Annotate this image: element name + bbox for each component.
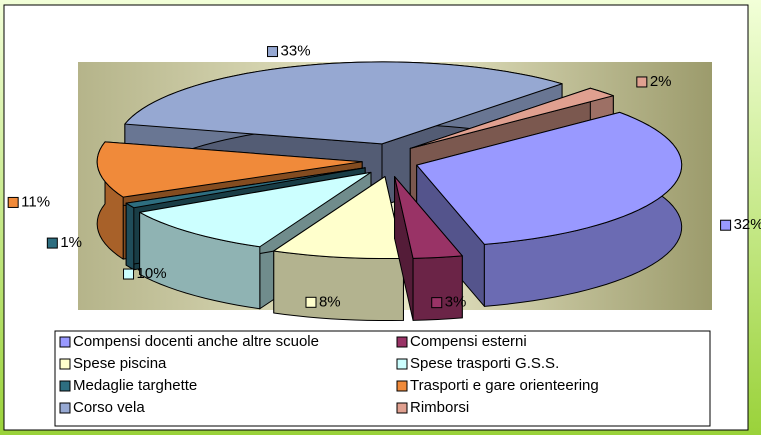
slice (416, 111, 683, 245)
data-label: 11% (7, 193, 50, 210)
legend-items: Compensi docenti anche altre scuole Compe… (59, 333, 599, 416)
legend-key (59, 336, 71, 348)
data-label: 3% (431, 294, 467, 311)
data-label-text: 33% (281, 43, 311, 60)
data-label-text: 11% (21, 193, 50, 210)
legend-key (59, 358, 71, 370)
slice (409, 87, 614, 149)
slice-side (412, 255, 463, 321)
slice (139, 171, 372, 248)
data-label-key (267, 46, 279, 58)
slice (273, 176, 404, 260)
data-label-text: 10% (137, 265, 167, 282)
legend-key (59, 402, 71, 414)
data-label: 1% (46, 234, 82, 251)
data-label-key (720, 219, 732, 231)
data-label-text: 32% (734, 216, 761, 233)
legend-label: Compensi docenti anche altre scuole (73, 333, 319, 350)
legend-key (396, 402, 408, 414)
legend-label: Corso vela (73, 399, 145, 416)
legend-label: Spese piscina (73, 355, 167, 372)
data-label: 8% (305, 293, 341, 310)
slice (394, 176, 463, 259)
data-label-key (7, 196, 19, 208)
data-label: 33% (267, 43, 311, 60)
legend-key (396, 358, 408, 370)
data-label-key (46, 237, 58, 249)
slice (96, 141, 363, 198)
slice (124, 61, 563, 145)
legend-label: Rimborsi (410, 399, 469, 416)
legend-label: Spese trasporti G.S.S. (410, 355, 559, 372)
data-label: 10% (123, 265, 167, 282)
data-label-text: 3% (445, 294, 467, 311)
data-label-key (431, 297, 443, 309)
data-label: 2% (636, 73, 672, 90)
data-label: 32% (720, 216, 761, 233)
legend-key (396, 380, 408, 392)
legend-key (59, 380, 71, 392)
legend (54, 330, 711, 427)
slice (394, 176, 463, 321)
legend-label: Compensi esterni (410, 333, 527, 350)
data-label-key (305, 296, 317, 308)
data-label-text: 1% (60, 234, 82, 251)
slice-side (125, 202, 135, 271)
data-label-text: 2% (650, 73, 672, 90)
legend-label: Trasporti e gare orienteering (410, 377, 599, 394)
data-label-key (123, 268, 135, 280)
slice (416, 111, 683, 307)
legend-label: Medaglie targhette (73, 377, 197, 394)
data-label-text: 8% (319, 293, 341, 310)
pie (96, 61, 683, 322)
data-label-key (636, 76, 648, 88)
labels: 33% 2% 11% 32% 1% 10% 8% 3% (7, 43, 761, 311)
slice (125, 167, 366, 209)
legend-key (396, 336, 408, 348)
